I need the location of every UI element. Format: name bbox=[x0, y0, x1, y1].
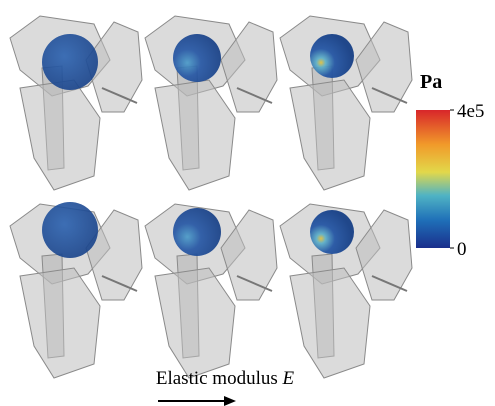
ball bbox=[173, 34, 221, 82]
caption-text: Elastic modulus bbox=[156, 368, 278, 389]
ball bbox=[310, 210, 354, 254]
colorbar-tick-label: 4e5 bbox=[457, 101, 484, 122]
ball bbox=[42, 202, 98, 258]
arrow-head bbox=[224, 396, 236, 406]
ball bbox=[310, 34, 354, 78]
ball bbox=[42, 34, 98, 90]
panel-row bbox=[9, 202, 413, 379]
caption: Elastic modulus E bbox=[156, 368, 295, 389]
colorbar-tick-label: 0 bbox=[457, 239, 467, 260]
colorbar-unit: Pa bbox=[420, 71, 442, 93]
colorbar bbox=[416, 110, 450, 248]
caption-symbol: E bbox=[282, 368, 295, 389]
ball bbox=[173, 208, 221, 256]
panel-row bbox=[9, 15, 413, 191]
